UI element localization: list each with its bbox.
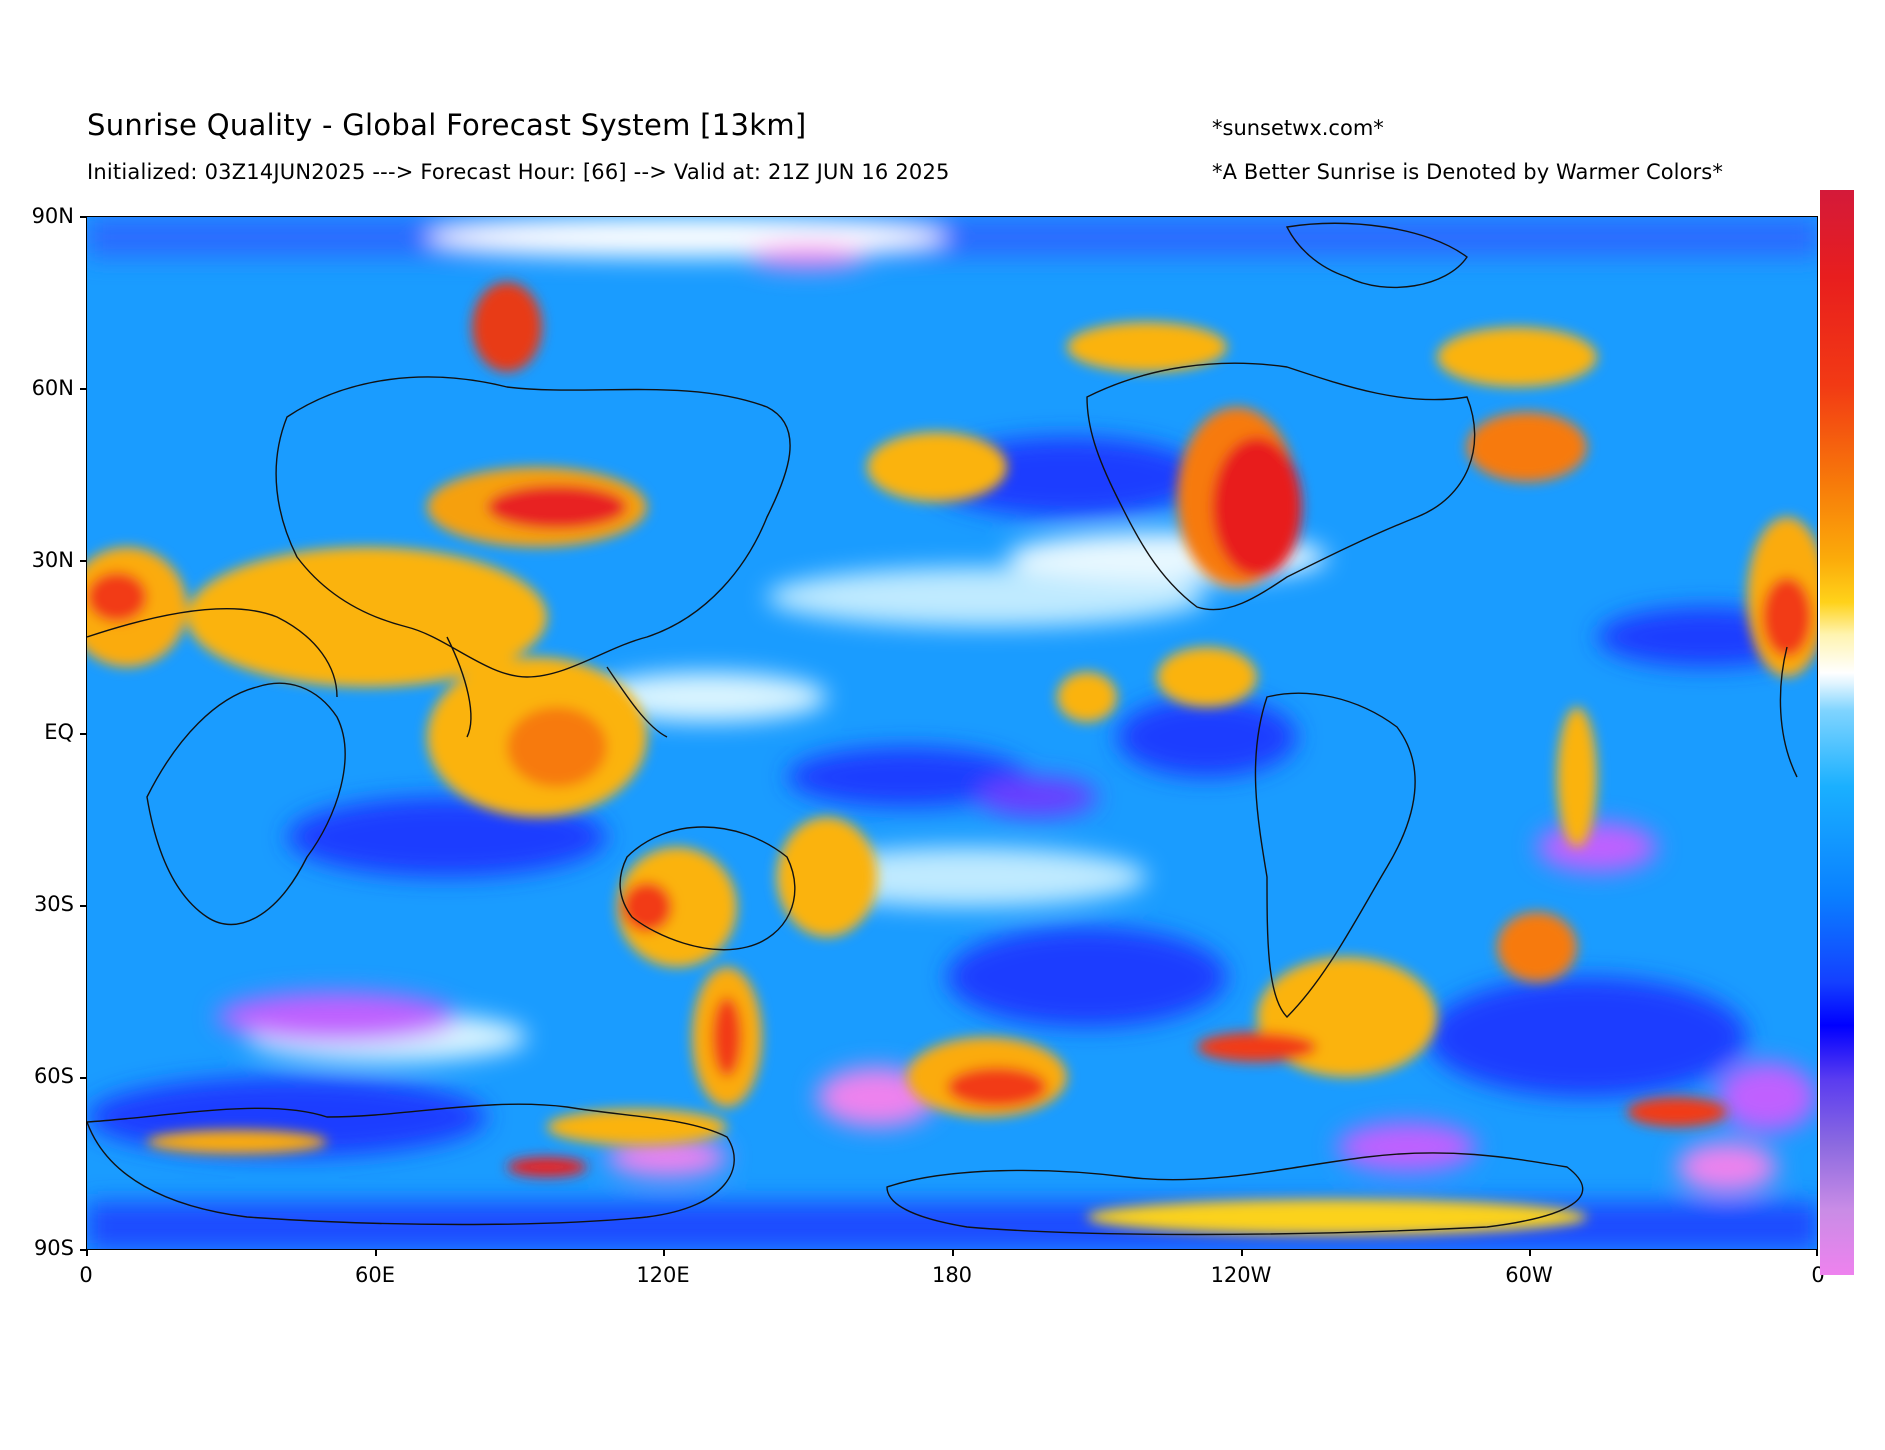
lat-label-90n: 90N (31, 204, 74, 228)
lat-tick-mark (80, 216, 86, 218)
quality-colorbar (1820, 190, 1854, 1275)
lat-tick-mark (80, 388, 86, 390)
lon-label-120e: 120E (636, 1263, 690, 1287)
lon-tick-mark (952, 1250, 954, 1256)
lat-tick-mark (80, 733, 86, 735)
lon-label-180: 180 (931, 1263, 973, 1287)
lon-label-120w: 120W (1210, 1263, 1272, 1287)
lat-label-30s: 30S (33, 892, 74, 916)
lat-label-60s: 60S (33, 1064, 74, 1088)
lon-label-60w: 60W (1505, 1263, 1553, 1287)
map-panel (86, 216, 1818, 1250)
lon-tick-mark (375, 1250, 377, 1256)
forecast-subtitle: Initialized: 03Z14JUN2025 ---> Forecast … (87, 160, 950, 184)
lon-tick-mark (1816, 1250, 1818, 1256)
lat-tick-mark (80, 1249, 86, 1251)
lat-label-30n: 30N (31, 548, 74, 572)
lat-label-90s: 90S (33, 1236, 74, 1260)
lon-tick-mark (1241, 1250, 1243, 1256)
sunrise-quality-field (87, 217, 1817, 1249)
lat-tick-mark (80, 1077, 86, 1079)
site-credit: *sunsetwx.com* (1212, 116, 1384, 140)
lat-tick-mark (80, 905, 86, 907)
lon-tick-mark (86, 1250, 88, 1256)
lon-label-60e: 60E (355, 1263, 395, 1287)
map-title: Sunrise Quality - Global Forecast System… (87, 108, 807, 142)
lat-tick-mark (80, 560, 86, 562)
lat-label-eq: EQ (44, 720, 74, 744)
lon-label-0: 0 (79, 1263, 93, 1287)
color-note: *A Better Sunrise is Denoted by Warmer C… (1212, 160, 1723, 184)
lon-tick-mark (663, 1250, 665, 1256)
coastlines (87, 222, 1798, 1236)
lon-tick-mark (1529, 1250, 1531, 1256)
lat-label-60n: 60N (31, 376, 74, 400)
